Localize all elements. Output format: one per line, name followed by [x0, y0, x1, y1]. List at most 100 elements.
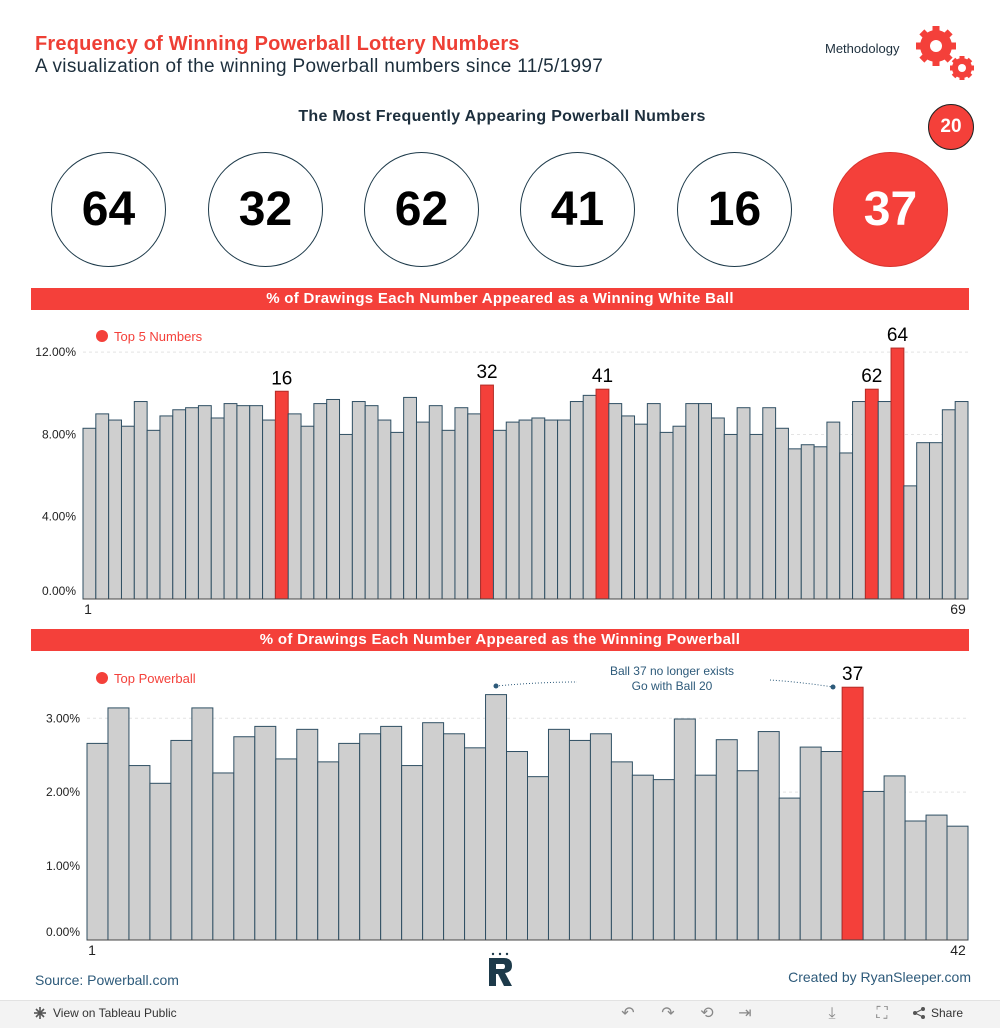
bar[interactable] [621, 415, 636, 600]
bar[interactable] [954, 401, 969, 600]
bar[interactable] [610, 761, 633, 941]
bar[interactable] [86, 742, 109, 941]
bar[interactable] [568, 739, 591, 941]
bar[interactable] [698, 403, 712, 600]
bar[interactable] [941, 409, 956, 600]
bar[interactable] [813, 446, 828, 600]
highlighted-bar[interactable] [274, 390, 289, 600]
bar[interactable] [233, 736, 256, 941]
download-icon[interactable]: ⤓ [828, 1005, 836, 1022]
bar[interactable] [351, 401, 366, 600]
bar[interactable] [557, 419, 571, 600]
highlighted-bar[interactable] [841, 686, 864, 941]
bar[interactable] [159, 415, 174, 600]
bar[interactable] [287, 413, 302, 600]
bar[interactable] [467, 413, 482, 600]
bar[interactable] [82, 427, 97, 600]
share-button[interactable]: Share [912, 1006, 963, 1020]
undo-icon[interactable]: ↶ [621, 1005, 635, 1022]
bar[interactable] [839, 452, 854, 600]
bar[interactable] [775, 427, 789, 600]
bar[interactable] [120, 425, 135, 600]
bar[interactable] [544, 419, 559, 600]
highlighted-bar[interactable] [595, 388, 610, 600]
bar[interactable] [428, 405, 443, 600]
bar[interactable] [441, 429, 456, 600]
bar[interactable] [946, 825, 969, 941]
bar[interactable] [454, 407, 469, 600]
bar[interactable] [197, 405, 212, 600]
bar[interactable] [527, 776, 549, 941]
bar[interactable] [338, 742, 361, 941]
bar[interactable] [608, 403, 623, 600]
bar[interactable] [778, 797, 801, 941]
bar[interactable] [492, 429, 507, 600]
bar[interactable] [518, 419, 533, 600]
bar[interactable] [262, 419, 276, 600]
highlighted-bar[interactable] [480, 384, 494, 600]
bar[interactable] [800, 444, 815, 600]
bar[interactable] [659, 431, 674, 600]
bar[interactable] [631, 774, 654, 941]
bar[interactable] [826, 421, 841, 600]
bar[interactable] [723, 433, 738, 600]
bar[interactable] [569, 401, 584, 600]
bar[interactable] [582, 394, 597, 600]
bar[interactable] [749, 433, 764, 600]
bar[interactable] [710, 417, 725, 600]
bar[interactable] [736, 407, 751, 600]
highlighted-bar[interactable] [890, 347, 905, 600]
bar[interactable] [210, 417, 225, 600]
bar[interactable] [212, 772, 235, 941]
bar[interactable] [672, 425, 687, 600]
bar[interactable] [401, 765, 424, 941]
bar[interactable] [95, 413, 110, 600]
bar[interactable] [415, 421, 430, 600]
bar[interactable] [506, 751, 528, 941]
bar[interactable] [108, 419, 122, 600]
bar[interactable] [903, 485, 918, 600]
bar[interactable] [634, 423, 648, 600]
bar[interactable] [170, 739, 193, 941]
gear-icon[interactable] [912, 22, 978, 84]
highlighted-bar[interactable] [864, 388, 879, 600]
bar[interactable] [275, 758, 298, 941]
bar[interactable] [172, 409, 187, 600]
bar[interactable] [646, 403, 661, 600]
bar[interactable] [191, 707, 214, 941]
bar[interactable] [185, 407, 199, 600]
bar[interactable] [862, 790, 885, 941]
bar[interactable] [149, 782, 172, 941]
bar[interactable] [364, 405, 379, 600]
bar[interactable] [107, 707, 130, 941]
fullscreen-icon[interactable]: ⛶ [876, 1005, 888, 1022]
bar[interactable] [443, 733, 466, 941]
bar[interactable] [547, 728, 570, 941]
bar[interactable] [128, 765, 151, 941]
bar[interactable] [377, 419, 392, 600]
bar[interactable] [852, 401, 866, 600]
bar[interactable] [313, 403, 328, 600]
bar[interactable] [464, 747, 487, 941]
methodology-link[interactable]: Methodology [825, 41, 900, 56]
bar[interactable] [589, 733, 612, 941]
redo-icon[interactable]: ↷ [661, 1005, 675, 1022]
bar[interactable] [326, 398, 341, 600]
bar[interactable] [390, 431, 405, 600]
bar[interactable] [673, 718, 696, 941]
bar[interactable] [799, 746, 822, 941]
bar[interactable] [685, 403, 700, 600]
bar[interactable] [485, 694, 508, 941]
bar[interactable] [883, 775, 906, 941]
bar[interactable] [296, 728, 319, 941]
view-on-tableau-link[interactable]: View on Tableau Public [33, 1006, 177, 1020]
bar[interactable] [531, 417, 546, 600]
bar[interactable] [757, 731, 780, 941]
author-credit-link[interactable]: Created by RyanSleeper.com [788, 969, 971, 985]
forward-icon[interactable]: ⇥ [738, 1005, 752, 1022]
bar[interactable] [505, 421, 520, 600]
bar[interactable] [359, 733, 382, 941]
bar[interactable] [339, 433, 353, 600]
bar[interactable] [925, 814, 948, 941]
bar[interactable] [133, 401, 148, 600]
